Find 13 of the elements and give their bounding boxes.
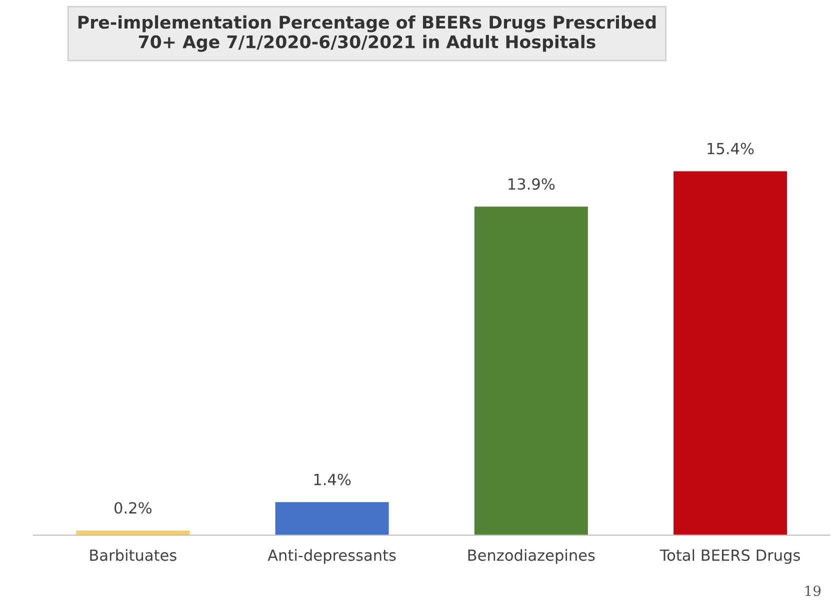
bar [674, 171, 788, 536]
x-tick-label: Total BEERS Drugs [660, 549, 800, 564]
data-label: 15.4% [708, 142, 754, 154]
bar [474, 206, 588, 536]
x-tick-label: Benzodiazepines [468, 549, 595, 564]
bar [275, 502, 389, 536]
x-tick-label: Barbituates [90, 549, 176, 561]
data-label: 0.2% [114, 502, 152, 514]
data-label: 13.9% [508, 178, 555, 190]
data-label: 1.4% [314, 474, 351, 486]
chart-title: Pre-implementation Percentage of BEERs Drugs Prescribed 70+ Age 7/1/2020-6/30/2021 in Adult Hospitals [78, 15, 656, 52]
text: 19 [806, 586, 821, 596]
x-tick-label: Anti-depressants [268, 549, 396, 564]
